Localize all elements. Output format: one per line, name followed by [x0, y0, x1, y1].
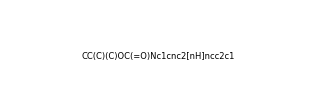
- Text: CC(C)(C)OC(=O)Nc1cnc2[nH]ncc2c1: CC(C)(C)OC(=O)Nc1cnc2[nH]ncc2c1: [81, 52, 235, 60]
